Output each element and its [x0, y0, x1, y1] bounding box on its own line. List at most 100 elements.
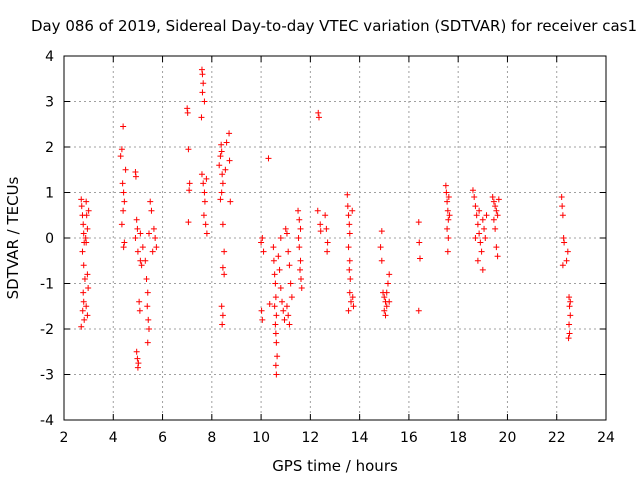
data-point [444, 225, 451, 232]
data-point [566, 303, 573, 310]
data-point [85, 285, 92, 292]
data-point [186, 180, 193, 187]
data-point [493, 244, 500, 251]
data-point [271, 303, 278, 310]
data-point [134, 355, 141, 362]
data-point [559, 203, 566, 210]
x-tick-label: 12 [301, 430, 319, 446]
data-point [152, 235, 159, 241]
data-point [323, 225, 330, 232]
data-point [272, 321, 279, 328]
data-point [283, 230, 290, 237]
x-tick-label: 24 [597, 430, 615, 446]
data-point [277, 235, 284, 241]
data-point [117, 153, 124, 160]
data-point [345, 307, 352, 314]
data-point [82, 235, 89, 241]
data-point [145, 316, 152, 323]
data-point [133, 348, 140, 355]
data-point [558, 194, 565, 201]
data-point [219, 321, 226, 328]
data-point [218, 141, 225, 148]
y-tick-label: -2 [40, 322, 54, 338]
data-point [298, 285, 305, 292]
data-point [186, 187, 193, 194]
data-point [416, 239, 423, 246]
data-point [381, 307, 388, 314]
data-point [275, 253, 282, 260]
data-point [296, 244, 303, 251]
data-point [472, 203, 479, 210]
data-point [260, 248, 267, 255]
data-point [198, 114, 205, 121]
data-point [84, 312, 91, 319]
data-point [490, 198, 497, 205]
data-point [226, 130, 233, 137]
data-point [297, 225, 304, 232]
data-point [218, 189, 225, 196]
data-point [346, 230, 353, 237]
grid [64, 56, 606, 420]
x-tick-label: 18 [449, 430, 467, 446]
data-point [495, 196, 502, 203]
x-tick-label: 22 [548, 430, 566, 446]
data-point [288, 294, 295, 301]
data-point [139, 244, 146, 251]
data-point [561, 239, 568, 246]
data-point [287, 280, 294, 287]
data-point [201, 189, 208, 196]
data-point [384, 280, 391, 287]
data-point [272, 294, 279, 301]
data-point [134, 364, 141, 371]
data-point [226, 157, 233, 164]
data-point [478, 248, 485, 255]
data-point [199, 71, 206, 78]
data-point [138, 262, 145, 269]
data-point [270, 244, 277, 251]
data-point [259, 235, 266, 241]
data-point [201, 198, 208, 205]
data-point [218, 303, 225, 310]
y-tick-label: -4 [40, 413, 54, 429]
data-point [474, 221, 481, 228]
data-point [317, 228, 324, 235]
data-point [200, 180, 207, 187]
x-tick-label: 16 [400, 430, 418, 446]
data-point [559, 262, 566, 269]
data-point [492, 225, 499, 232]
data-point [272, 280, 279, 287]
data-point [483, 212, 490, 219]
data-point [469, 187, 476, 194]
data-point [445, 194, 452, 201]
y-tick-label: 3 [45, 95, 54, 111]
data-point [200, 80, 207, 87]
data-point [199, 89, 206, 96]
data-point [270, 257, 277, 264]
data-point [134, 248, 141, 255]
y-tick-label: -3 [40, 368, 54, 384]
data-point [345, 244, 352, 251]
data-point [121, 198, 128, 205]
data-point [481, 225, 488, 232]
data-point [346, 257, 353, 264]
data-point [219, 312, 226, 319]
data-point [272, 330, 279, 337]
data-point [314, 207, 321, 214]
y-tick-label: -1 [40, 277, 54, 293]
data-point [295, 207, 302, 214]
data-point [346, 289, 353, 296]
data-point [476, 207, 483, 214]
data-point [564, 248, 571, 255]
data-point [566, 321, 573, 328]
data-point [203, 230, 210, 237]
data-point [315, 114, 322, 121]
data-point [492, 203, 499, 210]
data-point [84, 225, 91, 232]
data-point [134, 225, 141, 232]
data-point [443, 189, 450, 196]
data-point [378, 257, 385, 264]
axis-ticks [63, 55, 607, 421]
data-point [266, 300, 273, 307]
data-point [444, 207, 451, 214]
